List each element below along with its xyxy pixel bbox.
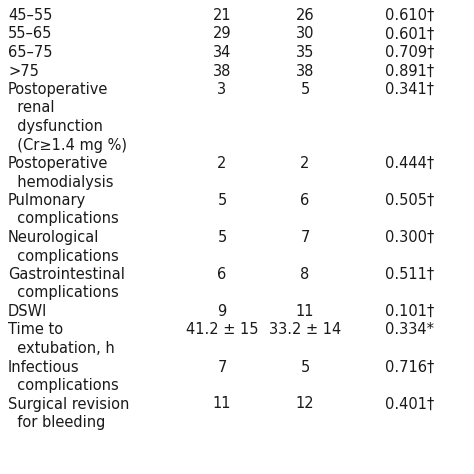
- Text: complications: complications: [8, 248, 119, 264]
- Text: 5: 5: [301, 359, 310, 374]
- Text: dysfunction: dysfunction: [8, 119, 103, 134]
- Text: for bleeding: for bleeding: [8, 415, 105, 430]
- Text: Postoperative: Postoperative: [8, 82, 109, 97]
- Text: 0.716†: 0.716†: [385, 359, 434, 374]
- Text: 55–65: 55–65: [8, 27, 52, 42]
- Text: 35: 35: [296, 45, 314, 60]
- Text: 0.101†: 0.101†: [385, 304, 434, 319]
- Text: 7: 7: [217, 359, 227, 374]
- Text: complications: complications: [8, 378, 119, 393]
- Text: (Cr≥1.4 mg %): (Cr≥1.4 mg %): [8, 137, 127, 153]
- Text: 5: 5: [218, 193, 227, 208]
- Text: 0.300†: 0.300†: [385, 230, 434, 245]
- Text: complications: complications: [8, 211, 119, 227]
- Text: 33.2 ± 14: 33.2 ± 14: [269, 322, 341, 337]
- Text: Neurological: Neurological: [8, 230, 100, 245]
- Text: 7: 7: [301, 230, 310, 245]
- Text: 11: 11: [296, 304, 314, 319]
- Text: 12: 12: [296, 396, 314, 411]
- Text: 0.505†: 0.505†: [385, 193, 434, 208]
- Text: Time to: Time to: [8, 322, 63, 337]
- Text: DSWI: DSWI: [8, 304, 47, 319]
- Text: 6: 6: [301, 193, 310, 208]
- Text: 0.334*: 0.334*: [385, 322, 434, 337]
- Text: 0.891†: 0.891†: [385, 64, 434, 79]
- Text: 45–55: 45–55: [8, 8, 52, 23]
- Text: 8: 8: [301, 267, 310, 282]
- Text: extubation, h: extubation, h: [8, 341, 115, 356]
- Text: 41.2 ± 15: 41.2 ± 15: [186, 322, 258, 337]
- Text: 0.401†: 0.401†: [385, 396, 434, 411]
- Text: Infectious: Infectious: [8, 359, 80, 374]
- Text: 3: 3: [218, 82, 227, 97]
- Text: 0.601†: 0.601†: [385, 27, 434, 42]
- Text: 0.511†: 0.511†: [385, 267, 434, 282]
- Text: Gastrointestinal: Gastrointestinal: [8, 267, 125, 282]
- Text: 29: 29: [213, 27, 231, 42]
- Text: Pulmonary: Pulmonary: [8, 193, 86, 208]
- Text: 26: 26: [296, 8, 314, 23]
- Text: 0.610†: 0.610†: [385, 8, 434, 23]
- Text: complications: complications: [8, 285, 119, 301]
- Text: 5: 5: [301, 82, 310, 97]
- Text: 2: 2: [301, 156, 310, 171]
- Text: renal: renal: [8, 100, 55, 116]
- Text: 0.709†: 0.709†: [385, 45, 434, 60]
- Text: 38: 38: [213, 64, 231, 79]
- Text: 65–75: 65–75: [8, 45, 53, 60]
- Text: Surgical revision: Surgical revision: [8, 396, 129, 411]
- Text: >75: >75: [8, 64, 39, 79]
- Text: 30: 30: [296, 27, 314, 42]
- Text: 34: 34: [213, 45, 231, 60]
- Text: 2: 2: [217, 156, 227, 171]
- Text: 21: 21: [213, 8, 231, 23]
- Text: 11: 11: [213, 396, 231, 411]
- Text: 6: 6: [218, 267, 227, 282]
- Text: 9: 9: [218, 304, 227, 319]
- Text: hemodialysis: hemodialysis: [8, 174, 113, 190]
- Text: Postoperative: Postoperative: [8, 156, 109, 171]
- Text: 5: 5: [218, 230, 227, 245]
- Text: 38: 38: [296, 64, 314, 79]
- Text: 0.444†: 0.444†: [385, 156, 434, 171]
- Text: 0.341†: 0.341†: [385, 82, 434, 97]
